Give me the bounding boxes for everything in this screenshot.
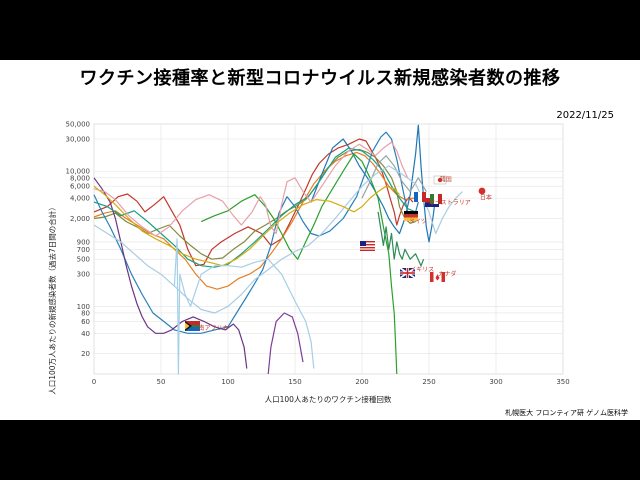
country-label: 韓国 [440, 176, 452, 184]
y-axis-label: 人口100万人あたりの新規感染者数（過去7日間の合計） [47, 203, 57, 395]
series-line-8 [93, 147, 416, 268]
uk-flag [399, 267, 416, 279]
canada-flag [430, 272, 445, 282]
slide: ワクチン接種率と新型コロナウイルス新規感染者数の推移 2022/11/25 0 5… [0, 60, 640, 420]
series-line-15 [267, 312, 304, 375]
x-tick-label: 200 [355, 378, 368, 386]
y-tick-label: 2,000 [70, 215, 90, 223]
germany-flag [404, 211, 418, 221]
chart-svg: 0 50 100 150 200 250 300 3502040608010030050070… [47, 121, 570, 405]
series-line-13 [173, 238, 315, 375]
y-tick-label: 8,000 [70, 174, 90, 182]
y-tick-label: 20 [81, 350, 90, 358]
series-line-11 [93, 165, 463, 314]
japan-flag [478, 187, 486, 195]
y-tick-label: 30,000 [66, 135, 91, 143]
france-flag [414, 192, 426, 202]
x-tick-label: 50 [157, 378, 166, 386]
y-tick-label: 6,000 [70, 183, 90, 191]
x-tick-label: 350 [556, 378, 569, 386]
country-label: ドイツ [409, 218, 427, 225]
chart-date: 2022/11/25 [556, 110, 614, 121]
series-line-6 [93, 177, 248, 369]
y-tick-label: 10,000 [66, 168, 91, 176]
country-label: イギリス [410, 266, 434, 273]
series-line-2 [93, 148, 416, 260]
flags [185, 175, 486, 331]
x-axis-label: 人口100人あたりのワクチン接種回数 [265, 394, 392, 404]
series-line-1 [93, 138, 414, 267]
x-tick-label: 0 [92, 378, 96, 386]
y-tick-label: 40 [81, 330, 90, 338]
y-tick-label: 900 [77, 238, 90, 246]
x-tick-label: 150 [288, 378, 301, 386]
series-line-5 [310, 124, 435, 243]
south-africa-flag [185, 321, 200, 331]
series-line-14 [377, 211, 425, 267]
y-tick-label: 100 [77, 303, 90, 311]
series-line-10 [361, 155, 427, 199]
country-label: 日本 [480, 194, 492, 202]
country-label: カナダ [438, 270, 456, 278]
y-tick-label: 50,000 [66, 121, 91, 129]
x-tick-label: 250 [422, 378, 435, 386]
y-tick-label: 300 [77, 271, 90, 279]
series-line-9 [93, 141, 409, 237]
country-label: オーストラリア [429, 200, 471, 207]
series-line-12 [93, 185, 400, 267]
y-tick-label: 60 [81, 318, 90, 326]
x-tick-label: 300 [489, 378, 502, 386]
korea-flag [433, 175, 447, 185]
series-line-4 [93, 131, 419, 334]
italy-flag [430, 194, 442, 204]
grid [93, 123, 564, 374]
y-tick-label: 4,000 [70, 195, 90, 203]
x-tick-label: 100 [221, 378, 234, 386]
usa-flag [360, 241, 375, 251]
chart-title: ワクチン接種率と新型コロナウイルス新規感染者数の推移 [79, 68, 561, 89]
country-label: 南アフリカ [199, 324, 229, 332]
y-tick-label: 80 [81, 309, 90, 317]
series-lines [93, 124, 463, 375]
series-line-7 [200, 153, 398, 375]
y-tick-label: 500 [77, 256, 90, 264]
credit-text: 札幌医大 フロンティア研 ゲノム医科学 [505, 409, 628, 417]
y-tick-label: 700 [77, 246, 90, 254]
tick-labels: 0 50 100 150 200 250 300 3502040608010030050070… [66, 121, 570, 387]
